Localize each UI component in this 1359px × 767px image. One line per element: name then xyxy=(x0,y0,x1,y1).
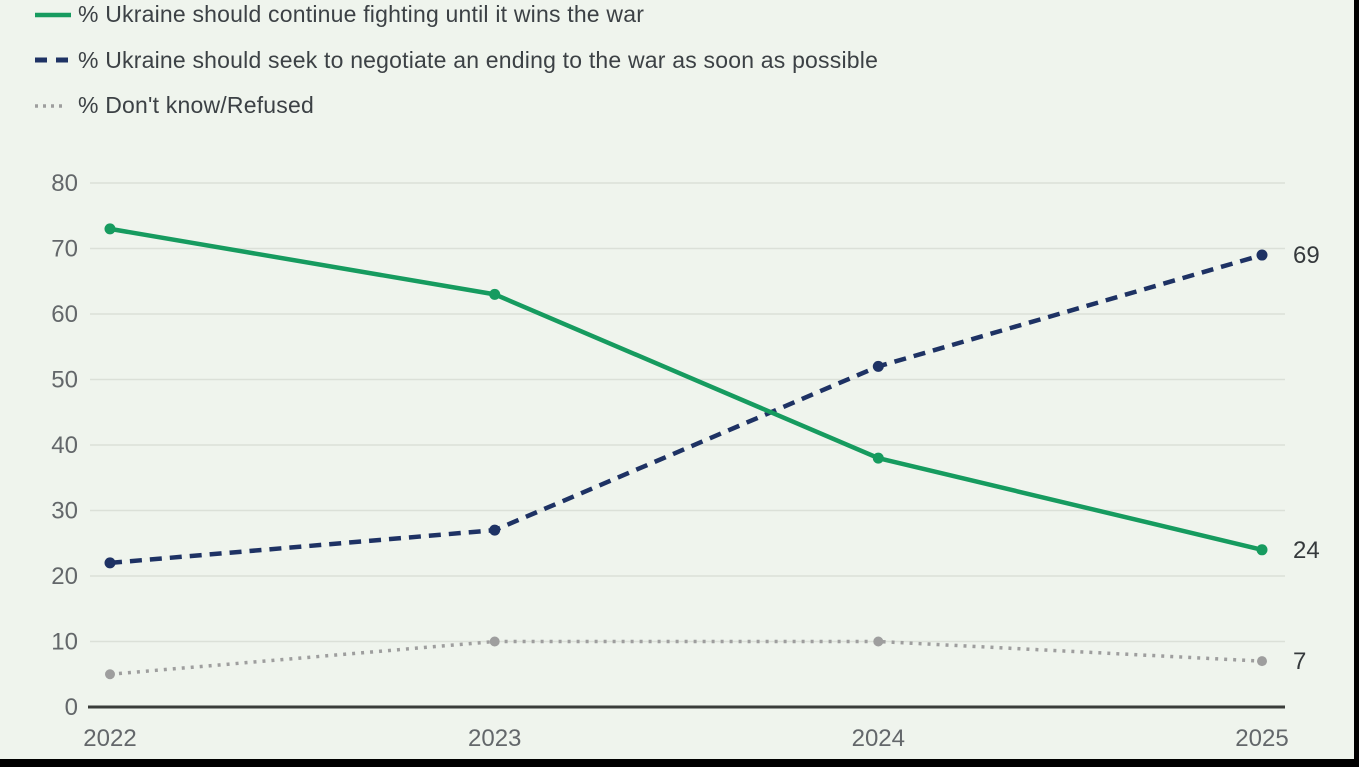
data-point-negotiate xyxy=(489,524,501,536)
y-tick-label: 0 xyxy=(65,694,78,721)
data-point-negotiate xyxy=(872,360,884,372)
y-tick-label: 20 xyxy=(51,563,78,590)
data-point-negotiate xyxy=(104,557,116,569)
legend-label-fight: % Ukraine should continue fighting until… xyxy=(78,1,645,28)
data-point-negotiate xyxy=(1256,249,1268,261)
y-tick-label: 10 xyxy=(51,629,78,656)
end-value-label-negotiate: 69 xyxy=(1293,242,1320,269)
legend-item-negotiate: % Ukraine should seek to negotiate an en… xyxy=(35,38,878,84)
legend-label-negotiate: % Ukraine should seek to negotiate an en… xyxy=(78,46,879,73)
bottom-black-bar xyxy=(0,759,1359,767)
y-tick-label: 50 xyxy=(51,367,78,394)
legend-item-fight: % Ukraine should continue fighting until… xyxy=(35,0,878,38)
data-point-fight xyxy=(489,288,501,300)
right-black-bar xyxy=(1354,0,1359,767)
legend-label-dontknow: % Don't know/Refused xyxy=(78,92,314,119)
y-tick-label: 40 xyxy=(51,432,78,459)
data-point-fight xyxy=(872,452,884,464)
x-tick-label: 2025 xyxy=(1235,725,1288,752)
dotted-line-swatch-icon xyxy=(35,104,66,108)
end-value-label-fight: 24 xyxy=(1293,537,1320,564)
end-value-label-dontknow: 7 xyxy=(1293,648,1306,675)
x-tick-label: 2022 xyxy=(83,725,136,752)
solid-line-swatch-icon xyxy=(35,12,71,17)
y-tick-label: 80 xyxy=(51,170,78,197)
series-line-negotiate xyxy=(109,252,1263,566)
x-tick-label: 2024 xyxy=(852,725,905,752)
legend-item-dontknow: % Don't know/Refused xyxy=(35,83,878,129)
series-line-fight xyxy=(109,226,1263,552)
y-tick-label: 70 xyxy=(51,236,78,263)
x-tick-label: 2023 xyxy=(468,725,521,752)
y-tick-label: 60 xyxy=(51,301,78,328)
chart-legend: % Ukraine should continue fighting until… xyxy=(35,0,878,129)
data-point-dontknow xyxy=(1257,656,1267,667)
data-point-dontknow xyxy=(489,636,500,647)
dashed-line-swatch-icon xyxy=(35,57,71,63)
data-point-dontknow xyxy=(105,669,115,680)
data-point-fight xyxy=(1256,544,1268,556)
y-tick-label: 30 xyxy=(51,498,78,525)
series-line-dontknow xyxy=(109,639,1263,676)
data-point-dontknow xyxy=(873,636,884,647)
data-point-fight xyxy=(104,223,116,235)
